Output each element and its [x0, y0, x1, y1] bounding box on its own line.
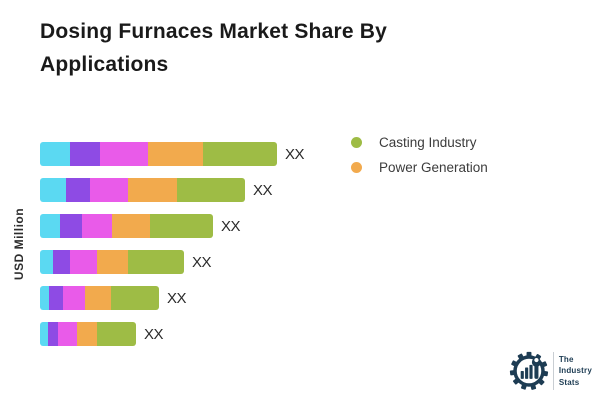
legend-dot-casting-industry — [351, 136, 362, 148]
stacked-bar — [40, 214, 213, 238]
bar-segment — [48, 322, 58, 346]
bar-segment — [40, 178, 66, 202]
bar-segment-power-generation — [97, 250, 128, 274]
bar-row: XX — [40, 178, 304, 202]
bar-segment — [70, 142, 100, 166]
bar-value-label: XX — [167, 289, 187, 307]
bar-value-label: XX — [285, 145, 305, 163]
bar-segment — [58, 322, 77, 346]
bar-segment — [60, 214, 82, 238]
brand-name-line: The — [558, 354, 574, 364]
bar-segment-casting-industry — [97, 322, 136, 346]
brand-name: The Industry Stats — [559, 354, 592, 389]
bar-segment-casting-industry — [111, 286, 159, 310]
bar-row: XX — [40, 142, 305, 166]
bar-value-label: XX — [253, 181, 273, 199]
gear-wrench-chart-icon — [509, 351, 548, 390]
bar-segment — [40, 322, 48, 346]
bar-segment — [40, 250, 53, 274]
bar-row: XX — [40, 214, 304, 238]
legend-label: Casting Industry — [379, 134, 477, 150]
bar-segment — [49, 286, 63, 310]
bar-segment — [40, 286, 49, 310]
bar-segment-power-generation — [128, 178, 177, 202]
legend-item-casting-industry: Casting Industry — [351, 132, 488, 152]
bar-segment — [66, 178, 90, 202]
bar-value-label: XX — [144, 325, 164, 343]
bar-row: XX — [40, 286, 304, 310]
y-axis-label: USD Million — [12, 207, 27, 281]
chart-title: Dosing Furnaces Market Share By Applicat… — [40, 20, 387, 76]
bar-value-label: XX — [221, 217, 241, 235]
bar-segment-power-generation — [77, 322, 97, 346]
bar-row: XX — [40, 250, 304, 274]
bar-segment-power-generation — [148, 142, 203, 166]
legend-label: Power Generation — [379, 159, 488, 175]
bar-segment — [63, 286, 85, 310]
bar-segment — [90, 178, 128, 202]
legend-item-power-generation: Power Generation — [351, 157, 488, 177]
bar-value-label: XX — [192, 253, 212, 271]
brand-name-line: Stats — [558, 377, 580, 387]
bar-segment-power-generation — [112, 214, 150, 238]
logo-separator — [552, 352, 554, 390]
bar-segment — [82, 214, 112, 238]
brand-logo: The Industry Stats — [508, 350, 592, 392]
bar-segment-casting-industry — [177, 178, 245, 202]
stacked-bar — [40, 322, 136, 346]
stacked-bar — [40, 250, 184, 274]
bar-segment — [40, 142, 70, 166]
bar-segment-casting-industry — [203, 142, 277, 166]
bar-segment — [100, 142, 148, 166]
bar-segment — [40, 214, 60, 238]
legend-dot-power-generation — [351, 161, 362, 173]
bar-segment — [53, 250, 70, 274]
brand-name-line: Industry — [558, 366, 592, 376]
y-axis-label-container: USD Million — [0, 140, 38, 348]
bar-segment-power-generation — [85, 286, 111, 310]
stacked-bar — [40, 142, 277, 166]
bar-chart: XX XX XX XX XX XX — [40, 142, 305, 346]
chart-legend: Casting Industry Power Generation — [351, 132, 488, 177]
stacked-bar — [40, 286, 159, 310]
bar-segment-casting-industry — [128, 250, 184, 274]
bar-segment-casting-industry — [150, 214, 213, 238]
bar-segment — [70, 250, 97, 274]
bar-row: XX — [40, 322, 304, 346]
stacked-bar — [40, 178, 245, 202]
